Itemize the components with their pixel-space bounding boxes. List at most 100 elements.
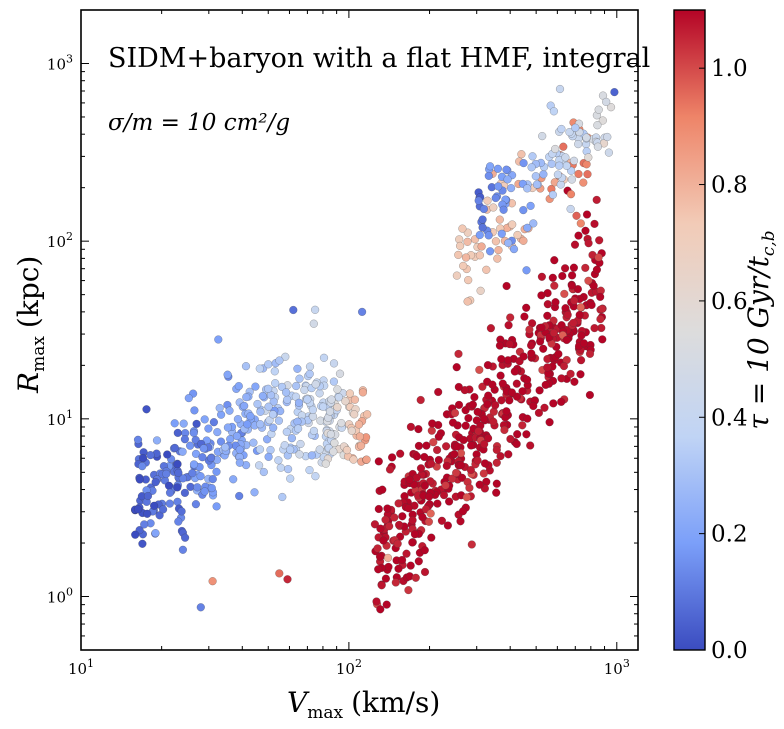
data-point — [152, 436, 162, 445]
data-point — [133, 435, 143, 444]
data-point — [492, 488, 501, 497]
data-point — [374, 504, 383, 514]
data-point — [221, 443, 230, 452]
data-point — [543, 300, 552, 309]
data-point — [475, 251, 485, 260]
data-point — [574, 169, 583, 179]
data-point — [293, 424, 303, 433]
data-point — [598, 91, 608, 100]
data-point — [566, 166, 576, 175]
data-point — [191, 500, 201, 509]
data-point — [549, 399, 558, 408]
data-point — [249, 438, 258, 447]
data-point — [592, 195, 601, 205]
data-point — [377, 581, 386, 590]
data-point — [513, 430, 522, 439]
data-point — [551, 298, 560, 307]
data-point — [309, 319, 318, 328]
data-point — [253, 399, 262, 409]
data-point — [282, 427, 291, 437]
data-point — [604, 148, 614, 157]
data-point — [316, 416, 325, 425]
data-point — [493, 164, 503, 173]
data-point — [281, 388, 291, 397]
data-point — [398, 512, 407, 521]
data-point — [434, 432, 443, 441]
colorbar-tick-label: 1.0 — [711, 56, 748, 82]
data-point — [520, 312, 529, 321]
data-point — [229, 475, 238, 484]
data-point — [483, 196, 492, 205]
data-point — [513, 230, 522, 240]
data-point — [189, 460, 199, 469]
data-point — [567, 281, 577, 290]
data-point — [281, 352, 290, 361]
data-point — [233, 414, 243, 424]
data-point — [256, 420, 265, 429]
data-point — [559, 361, 569, 371]
data-point — [185, 441, 195, 450]
data-point — [537, 272, 547, 281]
data-point — [427, 426, 436, 435]
data-point — [215, 403, 224, 413]
data-point — [527, 163, 536, 172]
data-point — [595, 236, 604, 245]
data-point — [424, 517, 434, 526]
data-point — [522, 375, 532, 384]
data-point — [464, 275, 473, 285]
data-point — [426, 509, 435, 518]
data-point — [571, 123, 580, 132]
data-point — [492, 445, 501, 455]
x-tick-label: 102 — [336, 657, 362, 678]
data-point — [193, 483, 202, 492]
data-point — [483, 434, 493, 443]
data-point — [310, 305, 320, 314]
data-point — [569, 318, 578, 328]
data-point — [311, 380, 320, 389]
data-point — [362, 455, 371, 464]
y-axis-label-symbol: R — [12, 372, 45, 394]
data-point — [264, 360, 273, 369]
data-point — [196, 472, 205, 481]
data-point — [402, 549, 411, 558]
data-point — [216, 410, 226, 419]
data-point — [582, 160, 591, 169]
data-point — [465, 483, 474, 493]
data-point — [570, 296, 579, 305]
data-point — [216, 437, 226, 446]
data-point — [557, 397, 566, 407]
data-point — [504, 321, 513, 330]
data-point — [206, 453, 216, 463]
data-point — [393, 539, 402, 548]
data-point — [420, 546, 429, 555]
data-point — [246, 412, 255, 421]
data-point — [143, 491, 153, 501]
data-point — [207, 483, 216, 493]
scatter-points — [130, 84, 619, 614]
x-axis-label: Vmax (km/s) — [287, 686, 440, 723]
data-point — [300, 385, 309, 395]
data-point — [179, 419, 188, 428]
data-point — [268, 410, 278, 419]
data-point — [258, 391, 267, 401]
data-point — [610, 87, 619, 97]
data-point — [433, 499, 442, 508]
data-point — [427, 533, 436, 542]
data-point — [256, 407, 265, 416]
data-point — [214, 335, 223, 344]
data-point — [275, 569, 284, 578]
data-point — [489, 417, 498, 426]
data-point — [432, 445, 442, 455]
data-point — [133, 505, 143, 514]
data-point — [508, 220, 517, 229]
data-point — [199, 444, 208, 453]
data-point — [526, 441, 535, 450]
y-tick-label: 102 — [47, 230, 73, 251]
data-point — [461, 253, 471, 262]
data-point — [502, 281, 511, 291]
x-tick-labels: 101 102 103 — [68, 657, 630, 678]
data-point — [439, 490, 449, 500]
data-point — [555, 84, 565, 94]
data-point — [491, 401, 500, 410]
